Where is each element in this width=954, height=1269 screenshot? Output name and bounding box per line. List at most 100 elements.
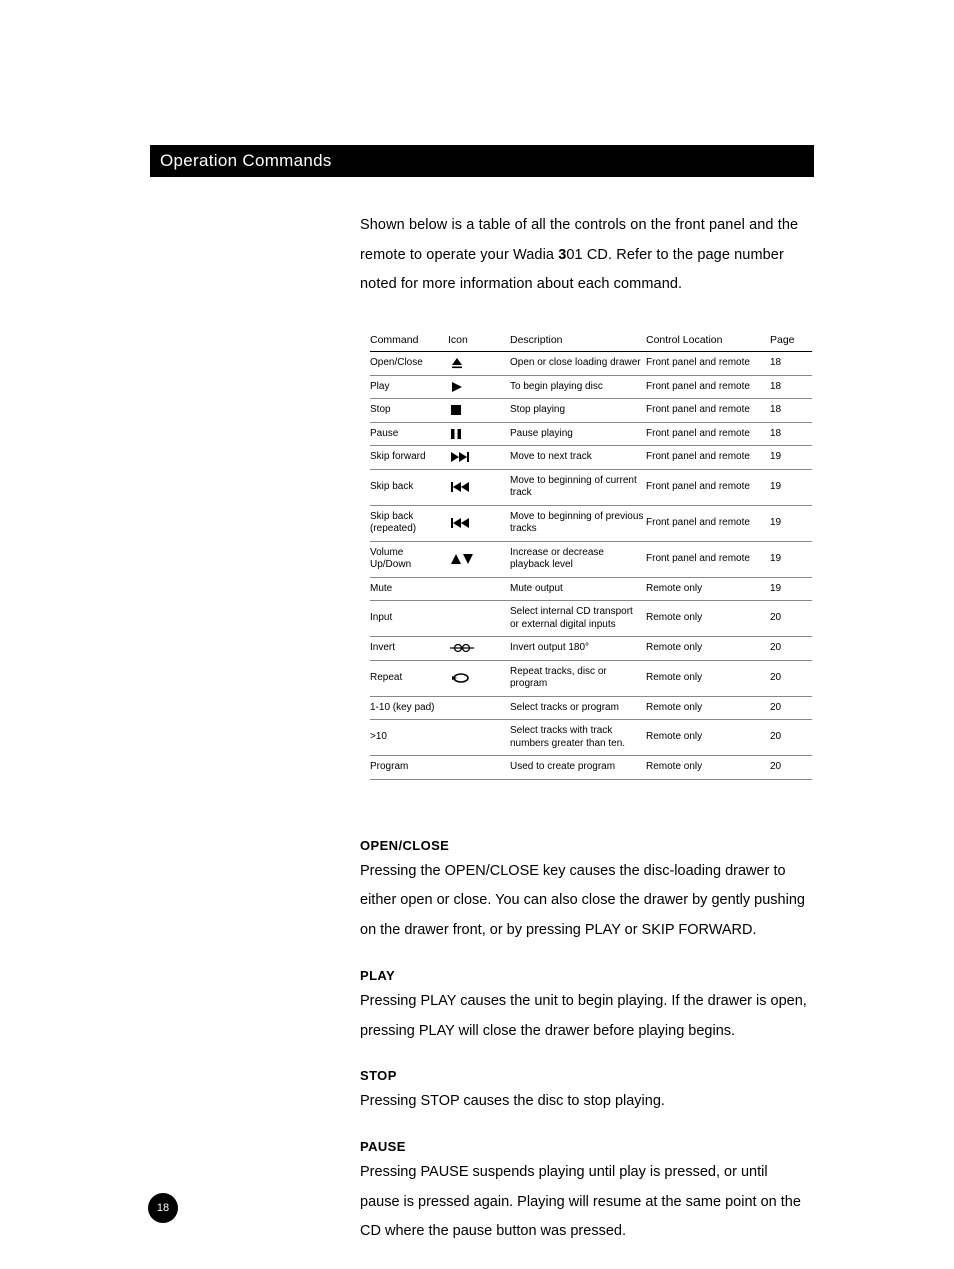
cell-page: 19 bbox=[770, 541, 812, 577]
cell-command: Repeat bbox=[370, 660, 448, 696]
section-title: Operation Commands bbox=[160, 151, 332, 170]
detail-section: PLAYPressing PLAY causes the unit to beg… bbox=[360, 968, 810, 1046]
cell-description: Select tracks with track numbers greater… bbox=[510, 720, 646, 756]
table-row: Skip back Move to beginning of current tr… bbox=[370, 469, 812, 505]
cell-location: Front panel and remote bbox=[646, 446, 770, 470]
cell-location: Remote only bbox=[646, 720, 770, 756]
cell-page: 20 bbox=[770, 756, 812, 780]
repeat-icon bbox=[448, 660, 510, 696]
cell-page: 19 bbox=[770, 577, 812, 601]
cell-page: 20 bbox=[770, 601, 812, 637]
detail-section: OPEN/CLOSE Pressing the OPEN/CLOSE key ca… bbox=[360, 838, 810, 946]
section-title-bar: Operation Commands bbox=[150, 145, 814, 177]
cell-command: Play bbox=[370, 375, 448, 399]
cell-location: Front panel and remote bbox=[646, 422, 770, 446]
cell-description: Move to beginning of previous tracks bbox=[510, 505, 646, 541]
detail-section: STOP Pressing STOP causes the disc to sto… bbox=[360, 1068, 810, 1117]
cell-description: Invert output 180° bbox=[510, 637, 646, 661]
cell-page: 19 bbox=[770, 469, 812, 505]
page-number: 18 bbox=[157, 1202, 169, 1214]
cell-location: Remote only bbox=[646, 696, 770, 720]
invert-icon bbox=[448, 637, 510, 661]
updown-icon bbox=[448, 541, 510, 577]
table-row: Program Used to create programRemote only… bbox=[370, 756, 812, 780]
table-row: >10 Select tracks with track numbers grea… bbox=[370, 720, 812, 756]
detail-body: Pressing the OPEN/CLOSE key causes the d… bbox=[360, 857, 810, 946]
cell-command: Skip forward bbox=[370, 446, 448, 470]
intro-paragraph: Shown below is a table of all the contro… bbox=[360, 211, 804, 300]
stop-icon bbox=[448, 399, 510, 423]
table-row: Repeat Repeat tracks, disc or programRemo… bbox=[370, 660, 812, 696]
cell-command: Pause bbox=[370, 422, 448, 446]
cell-description: Open or close loading drawer bbox=[510, 352, 646, 376]
cell-description: Select internal CD transport or external… bbox=[510, 601, 646, 637]
column-header: Description bbox=[510, 330, 646, 352]
pause-icon bbox=[448, 422, 510, 446]
cell-location: Remote only bbox=[646, 660, 770, 696]
cell-command: Program bbox=[370, 756, 448, 780]
column-header: Icon bbox=[448, 330, 510, 352]
cell-description: Stop playing bbox=[510, 399, 646, 423]
cell-description: Select tracks or program bbox=[510, 696, 646, 720]
skipfwd-icon bbox=[448, 446, 510, 470]
detail-heading: OPEN/CLOSE bbox=[360, 838, 810, 853]
cell-command: Input bbox=[370, 601, 448, 637]
cell-description: Pause playing bbox=[510, 422, 646, 446]
play-icon bbox=[448, 375, 510, 399]
table-row: StopStop playingFront panel and remote18 bbox=[370, 399, 812, 423]
cell-command: Skip back bbox=[370, 469, 448, 505]
cell-location: Front panel and remote bbox=[646, 375, 770, 399]
cell-location: Remote only bbox=[646, 637, 770, 661]
column-header: Command bbox=[370, 330, 448, 352]
table-row: Volume Up/Down Increase or decrease playb… bbox=[370, 541, 812, 577]
table-row: 1-10 (key pad) Select tracks or programRe… bbox=[370, 696, 812, 720]
table-row: Open/CloseOpen or close loading drawerFr… bbox=[370, 352, 812, 376]
document-page: Operation Commands Shown below is a tabl… bbox=[150, 145, 814, 1269]
cell-description: Repeat tracks, disc or program bbox=[510, 660, 646, 696]
detail-body: Pressing STOP causes the disc to stop pl… bbox=[360, 1087, 810, 1117]
cell-description: Move to next track bbox=[510, 446, 646, 470]
cell-page: 20 bbox=[770, 696, 812, 720]
skipback-icon bbox=[448, 505, 510, 541]
cell-description: To begin playing disc bbox=[510, 375, 646, 399]
cell-icon-empty bbox=[448, 601, 510, 637]
cell-page: 18 bbox=[770, 399, 812, 423]
commands-table-wrap: CommandIconDescriptionControl LocationPa… bbox=[370, 330, 812, 780]
cell-page: 20 bbox=[770, 637, 812, 661]
detail-section: PAUSEPressing PAUSE suspends playing unt… bbox=[360, 1139, 810, 1247]
table-row: Pause Pause playingFront panel and remote… bbox=[370, 422, 812, 446]
cell-description: Move to beginning of current track bbox=[510, 469, 646, 505]
skipback-icon bbox=[448, 469, 510, 505]
table-row: Invert Invert output 180°Remote only20 bbox=[370, 637, 812, 661]
cell-description: Used to create program bbox=[510, 756, 646, 780]
cell-location: Remote only bbox=[646, 756, 770, 780]
page-number-badge: 18 bbox=[148, 1193, 178, 1223]
column-header: Page bbox=[770, 330, 812, 352]
detail-heading: PAUSE bbox=[360, 1139, 810, 1154]
eject-icon bbox=[448, 352, 510, 376]
cell-description: Increase or decrease playback level bbox=[510, 541, 646, 577]
cell-command: Mute bbox=[370, 577, 448, 601]
table-row: Play To begin playing discFront panel and… bbox=[370, 375, 812, 399]
cell-location: Front panel and remote bbox=[646, 505, 770, 541]
cell-command: Open/Close bbox=[370, 352, 448, 376]
cell-icon-empty bbox=[448, 756, 510, 780]
cell-page: 18 bbox=[770, 422, 812, 446]
table-row: Input Select internal CD transport or ext… bbox=[370, 601, 812, 637]
cell-location: Remote only bbox=[646, 577, 770, 601]
cell-command: Invert bbox=[370, 637, 448, 661]
column-header: Control Location bbox=[646, 330, 770, 352]
cell-command: >10 bbox=[370, 720, 448, 756]
table-row: Skip forward Move to next trackFront pane… bbox=[370, 446, 812, 470]
commands-table: CommandIconDescriptionControl LocationPa… bbox=[370, 330, 812, 780]
cell-page: 19 bbox=[770, 505, 812, 541]
detail-heading: PLAY bbox=[360, 968, 810, 983]
cell-command: Volume Up/Down bbox=[370, 541, 448, 577]
cell-page: 19 bbox=[770, 446, 812, 470]
cell-page: 20 bbox=[770, 720, 812, 756]
detail-heading: STOP bbox=[360, 1068, 810, 1083]
cell-location: Front panel and remote bbox=[646, 469, 770, 505]
cell-command: 1-10 (key pad) bbox=[370, 696, 448, 720]
cell-description: Mute output bbox=[510, 577, 646, 601]
cell-page: 20 bbox=[770, 660, 812, 696]
